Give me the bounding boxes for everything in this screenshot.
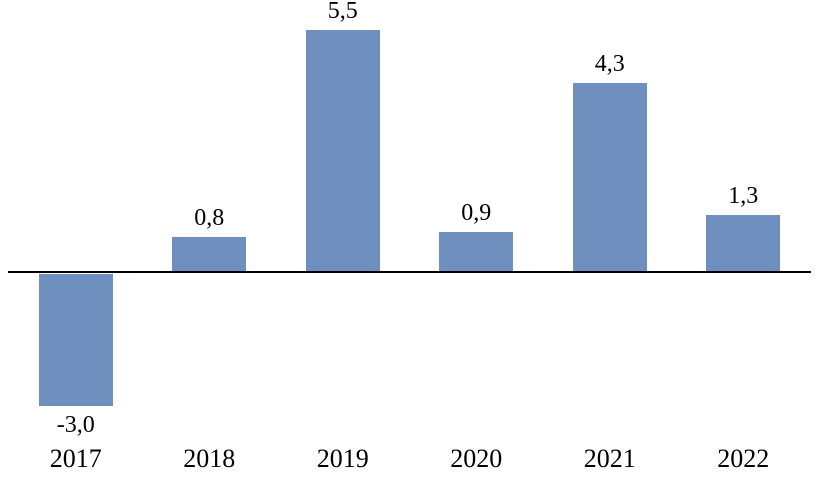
bar-value-label: 4,3 [594, 50, 625, 77]
x-axis-line [8, 271, 811, 273]
x-tick-label: 2018 [183, 444, 236, 473]
x-tick-label: 2021 [583, 444, 636, 473]
bar [572, 82, 647, 272]
x-tick-label: 2020 [450, 444, 503, 473]
bar [38, 274, 113, 406]
x-tick-label: 2022 [717, 444, 770, 473]
bar [305, 30, 380, 272]
bar [439, 232, 514, 272]
bar-value-label: 1,3 [728, 182, 759, 209]
x-tick-label: 2017 [49, 444, 102, 473]
bar [706, 214, 781, 272]
bar-value-label: -3,0 [56, 412, 95, 438]
bar-value-label: 5,5 [327, 0, 358, 24]
x-tick-label: 2019 [316, 444, 369, 473]
bar-value-label: 0,8 [194, 204, 225, 231]
bar-value-label: 0,9 [461, 200, 492, 227]
bar [172, 236, 247, 272]
